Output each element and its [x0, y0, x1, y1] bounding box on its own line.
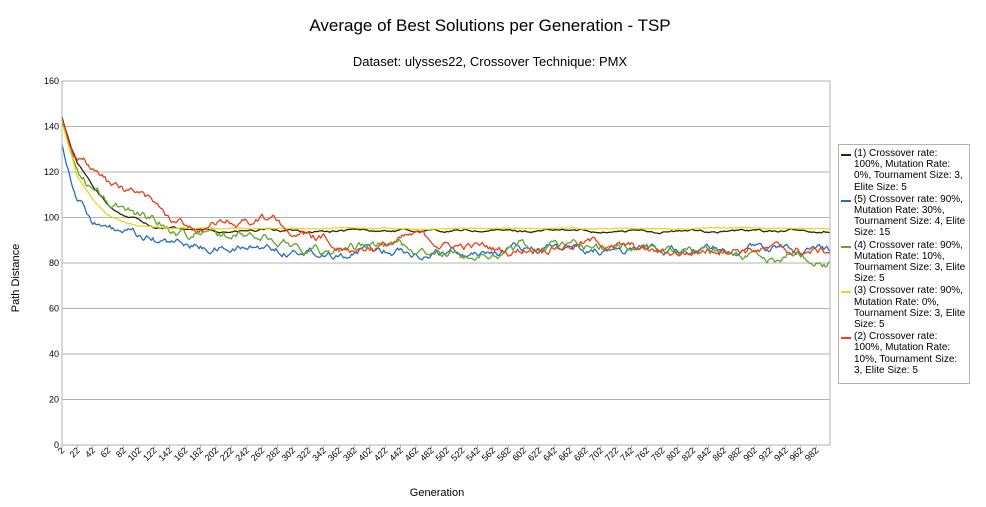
- y-tick-label: 160: [44, 76, 59, 86]
- x-axis-ticks: 2 22 42 62 821021221421621822022222422622823…: [56, 445, 821, 463]
- x-tick-label: 902: [741, 445, 759, 463]
- x-axis-label: Generation: [410, 487, 464, 499]
- x-tick-label: 402: [357, 445, 375, 463]
- x-tick-label: 22: [68, 445, 82, 459]
- x-tick-label: 762: [634, 445, 652, 463]
- x-tick-label: 42: [83, 445, 97, 459]
- series-line-5: [61, 123, 831, 257]
- chart-title: Average of Best Solutions per Generation…: [309, 16, 670, 35]
- x-tick-label: 802: [664, 445, 682, 463]
- gridlines: [62, 80, 830, 446]
- x-tick-label: 462: [403, 445, 421, 463]
- y-tick-label: 0: [54, 440, 59, 450]
- legend-swatch: [841, 154, 851, 156]
- legend-item: (3) Crossover rate: 90%, Mutation Rate: …: [841, 285, 967, 330]
- x-tick-label: 722: [603, 445, 621, 463]
- x-tick-label: 962: [787, 445, 805, 463]
- y-tick-label: 120: [44, 167, 59, 177]
- x-tick-label: 882: [726, 445, 744, 463]
- y-tick-label: 100: [44, 213, 59, 223]
- x-tick-label: 482: [418, 445, 436, 463]
- y-tick-label: 40: [49, 349, 59, 359]
- x-tick-label: 702: [587, 445, 605, 463]
- y-tick-label: 140: [44, 122, 59, 132]
- series-line-3: [61, 119, 831, 268]
- y-tick-label: 60: [49, 304, 59, 314]
- x-tick-label: 142: [156, 445, 174, 463]
- x-tick-label: 622: [526, 445, 544, 463]
- x-tick-label: 542: [464, 445, 482, 463]
- x-tick-label: 602: [510, 445, 528, 463]
- x-tick-label: 382: [341, 445, 359, 463]
- x-tick-label: 362: [326, 445, 344, 463]
- x-tick-label: 62: [98, 445, 112, 459]
- legend: (1) Crossover rate: 100%, Mutation Rate:…: [838, 144, 970, 384]
- series-lines: [61, 116, 831, 268]
- x-tick-label: 122: [141, 445, 159, 463]
- legend-item: (1) Crossover rate: 100%, Mutation Rate:…: [841, 148, 967, 193]
- legend-label: (2) Crossover rate: 100%, Mutation Rate:…: [854, 331, 958, 376]
- legend-label: (4) Crossover rate: 90%, Mutation Rate: …: [854, 239, 966, 285]
- x-tick-label: 162: [172, 445, 190, 463]
- x-tick-label: 782: [649, 445, 667, 463]
- x-tick-label: 2: [56, 445, 67, 456]
- x-tick-label: 202: [203, 445, 221, 463]
- legend-swatch: [841, 337, 851, 340]
- plot-area-border: [61, 80, 831, 446]
- x-tick-label: 742: [618, 445, 636, 463]
- x-tick-label: 502: [433, 445, 451, 463]
- x-tick-label: 442: [387, 445, 405, 463]
- x-tick-label: 562: [480, 445, 498, 463]
- x-tick-label: 522: [449, 445, 467, 463]
- y-axis-label: Path Distance: [10, 244, 22, 312]
- series-line-4: [61, 121, 831, 231]
- x-tick-label: 322: [295, 445, 313, 463]
- x-tick-label: 102: [126, 445, 144, 463]
- x-tick-label: 182: [187, 445, 205, 463]
- x-tick-label: 342: [310, 445, 328, 463]
- chart-subtitle: Dataset: ulysses22, Crossover Technique:…: [353, 54, 628, 69]
- legend-label: (5) Crossover rate: 90%, Mutation Rate: …: [854, 193, 966, 239]
- y-axis-ticks: 0 20 40 60 80 100 120 140 160: [44, 76, 59, 450]
- legend-swatch: [841, 291, 851, 294]
- y-tick-label: 80: [49, 258, 59, 268]
- x-tick-label: 662: [557, 445, 575, 463]
- x-tick-label: 822: [680, 445, 698, 463]
- series-line-1: [61, 116, 831, 235]
- legend-swatch: [841, 245, 851, 248]
- legend-label: (1) Crossover rate: 100%, Mutation Rate:…: [854, 148, 963, 193]
- x-tick-label: 642: [541, 445, 559, 463]
- x-tick-label: 982: [803, 445, 821, 463]
- x-tick-label: 862: [711, 445, 729, 463]
- legend-item: (2) Crossover rate: 100%, Mutation Rate:…: [841, 331, 967, 376]
- x-tick-label: 222: [218, 445, 236, 463]
- legend-label: (3) Crossover rate: 90%, Mutation Rate: …: [854, 285, 966, 331]
- x-tick-label: 922: [757, 445, 775, 463]
- x-tick-label: 302: [280, 445, 298, 463]
- x-tick-label: 422: [372, 445, 390, 463]
- x-tick-label: 682: [572, 445, 590, 463]
- legend-item: (4) Crossover rate: 90%, Mutation Rate: …: [841, 240, 967, 285]
- x-tick-label: 282: [264, 445, 282, 463]
- y-tick-label: 20: [49, 395, 59, 405]
- legend-item: (5) Crossover rate: 90%, Mutation Rate: …: [841, 194, 967, 239]
- legend-swatch: [841, 199, 851, 202]
- x-tick-label: 262: [249, 445, 267, 463]
- x-tick-label: 582: [495, 445, 513, 463]
- x-tick-label: 842: [695, 445, 713, 463]
- x-tick-label: 242: [233, 445, 251, 463]
- x-tick-label: 942: [772, 445, 790, 463]
